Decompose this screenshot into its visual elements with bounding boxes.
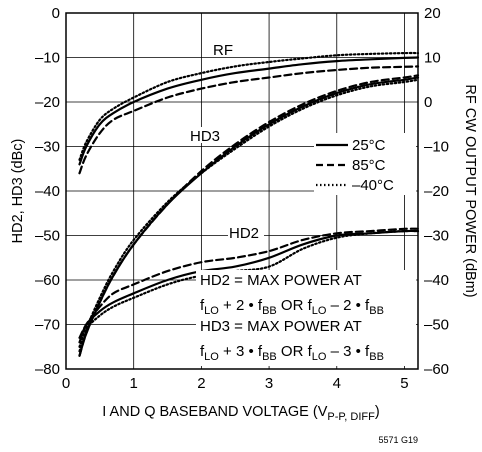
- x-tick: 1: [130, 375, 138, 392]
- y-axis-left-label: HD2, HD3 (dBc): [10, 139, 26, 244]
- legend-label-85c: 85°C: [352, 157, 386, 174]
- x-axis-label-close: ): [375, 404, 380, 420]
- y-tick-left: –50: [35, 228, 60, 245]
- legend-label-m40c: –40°C: [352, 177, 394, 194]
- series-line-hd3-85c: [78, 74, 420, 357]
- figure-code: 5571 G19: [378, 435, 418, 445]
- x-tick: 5: [400, 375, 408, 392]
- y-tick-left: –40: [35, 183, 60, 200]
- y-tick-left: –70: [35, 317, 60, 334]
- legend: 25°C 85°C –40°C: [314, 133, 416, 195]
- x-axis-label-main: I AND Q BASEBAND VOLTAGE (V: [102, 404, 327, 420]
- x-tick: 0: [62, 375, 70, 392]
- y-tick-left: 0: [52, 5, 60, 22]
- y-tick-left: –60: [35, 272, 60, 289]
- y-tick-right: –30: [424, 228, 449, 245]
- y-axis-right-label: RF CW OUTPUT POWER (dBm): [462, 84, 478, 297]
- x-tick: 4: [333, 375, 341, 392]
- y-tick-right: 20: [424, 5, 441, 22]
- y-tick-right: 10: [424, 50, 441, 67]
- y-tick-right: –50: [424, 317, 449, 334]
- y-tick-right: –60: [424, 361, 449, 378]
- y-tick-left: –30: [35, 139, 60, 156]
- curve-label-rf: RF: [213, 42, 233, 59]
- annotation-block: HD2 = MAX POWER AT fLO + 2 • fBB OR fLO …: [196, 270, 416, 366]
- y-tick-right: –20: [424, 183, 449, 200]
- annotation-line-3: HD3 = MAX POWER AT: [200, 318, 362, 335]
- right-tick-labels: 20 10 0 –10 –20 –30 –40 –50 –60: [424, 5, 449, 378]
- x-tick: 2: [197, 375, 205, 392]
- x-axis-label-subscript: P-P, DIFF: [327, 411, 375, 423]
- series-line-hd3-m40c: [78, 78, 420, 353]
- annotation-line-4: fLO + 3 • fBB OR fLO – 3 • fBB: [200, 343, 384, 363]
- y-tick-left: –20: [35, 94, 60, 111]
- annotation-line-1: HD2 = MAX POWER AT: [200, 272, 362, 289]
- plot-frame: [65, 12, 419, 370]
- annotation-line-2: fLO + 2 • fBB OR fLO – 2 • fBB: [200, 297, 384, 317]
- x-tick-labels: 0 1 2 3 4 5: [62, 375, 409, 392]
- series-line-rf-m40c: [78, 51, 420, 161]
- legend-label-25c: 25°C: [352, 137, 386, 154]
- y-tick-right: –40: [424, 272, 449, 289]
- left-tick-labels: 0 –10 –20 –30 –40 –50 –60 –70 –80: [35, 5, 60, 378]
- x-tick: 3: [265, 375, 273, 392]
- curve-label-hd2: HD2: [229, 225, 259, 242]
- y-tick-right: 0: [424, 94, 432, 111]
- y-tick-right: –10: [424, 139, 449, 156]
- x-axis-label: I AND Q BASEBAND VOLTAGE (VP-P, DIFF): [102, 404, 379, 423]
- curve-label-hd3: HD3: [190, 128, 220, 145]
- series-line-hd2-85c: [78, 227, 420, 339]
- y-tick-left: –80: [35, 361, 60, 378]
- y-tick-left: –10: [35, 50, 60, 67]
- series-line-rf-25c: [78, 56, 420, 166]
- series-line-rf-85c: [78, 65, 420, 175]
